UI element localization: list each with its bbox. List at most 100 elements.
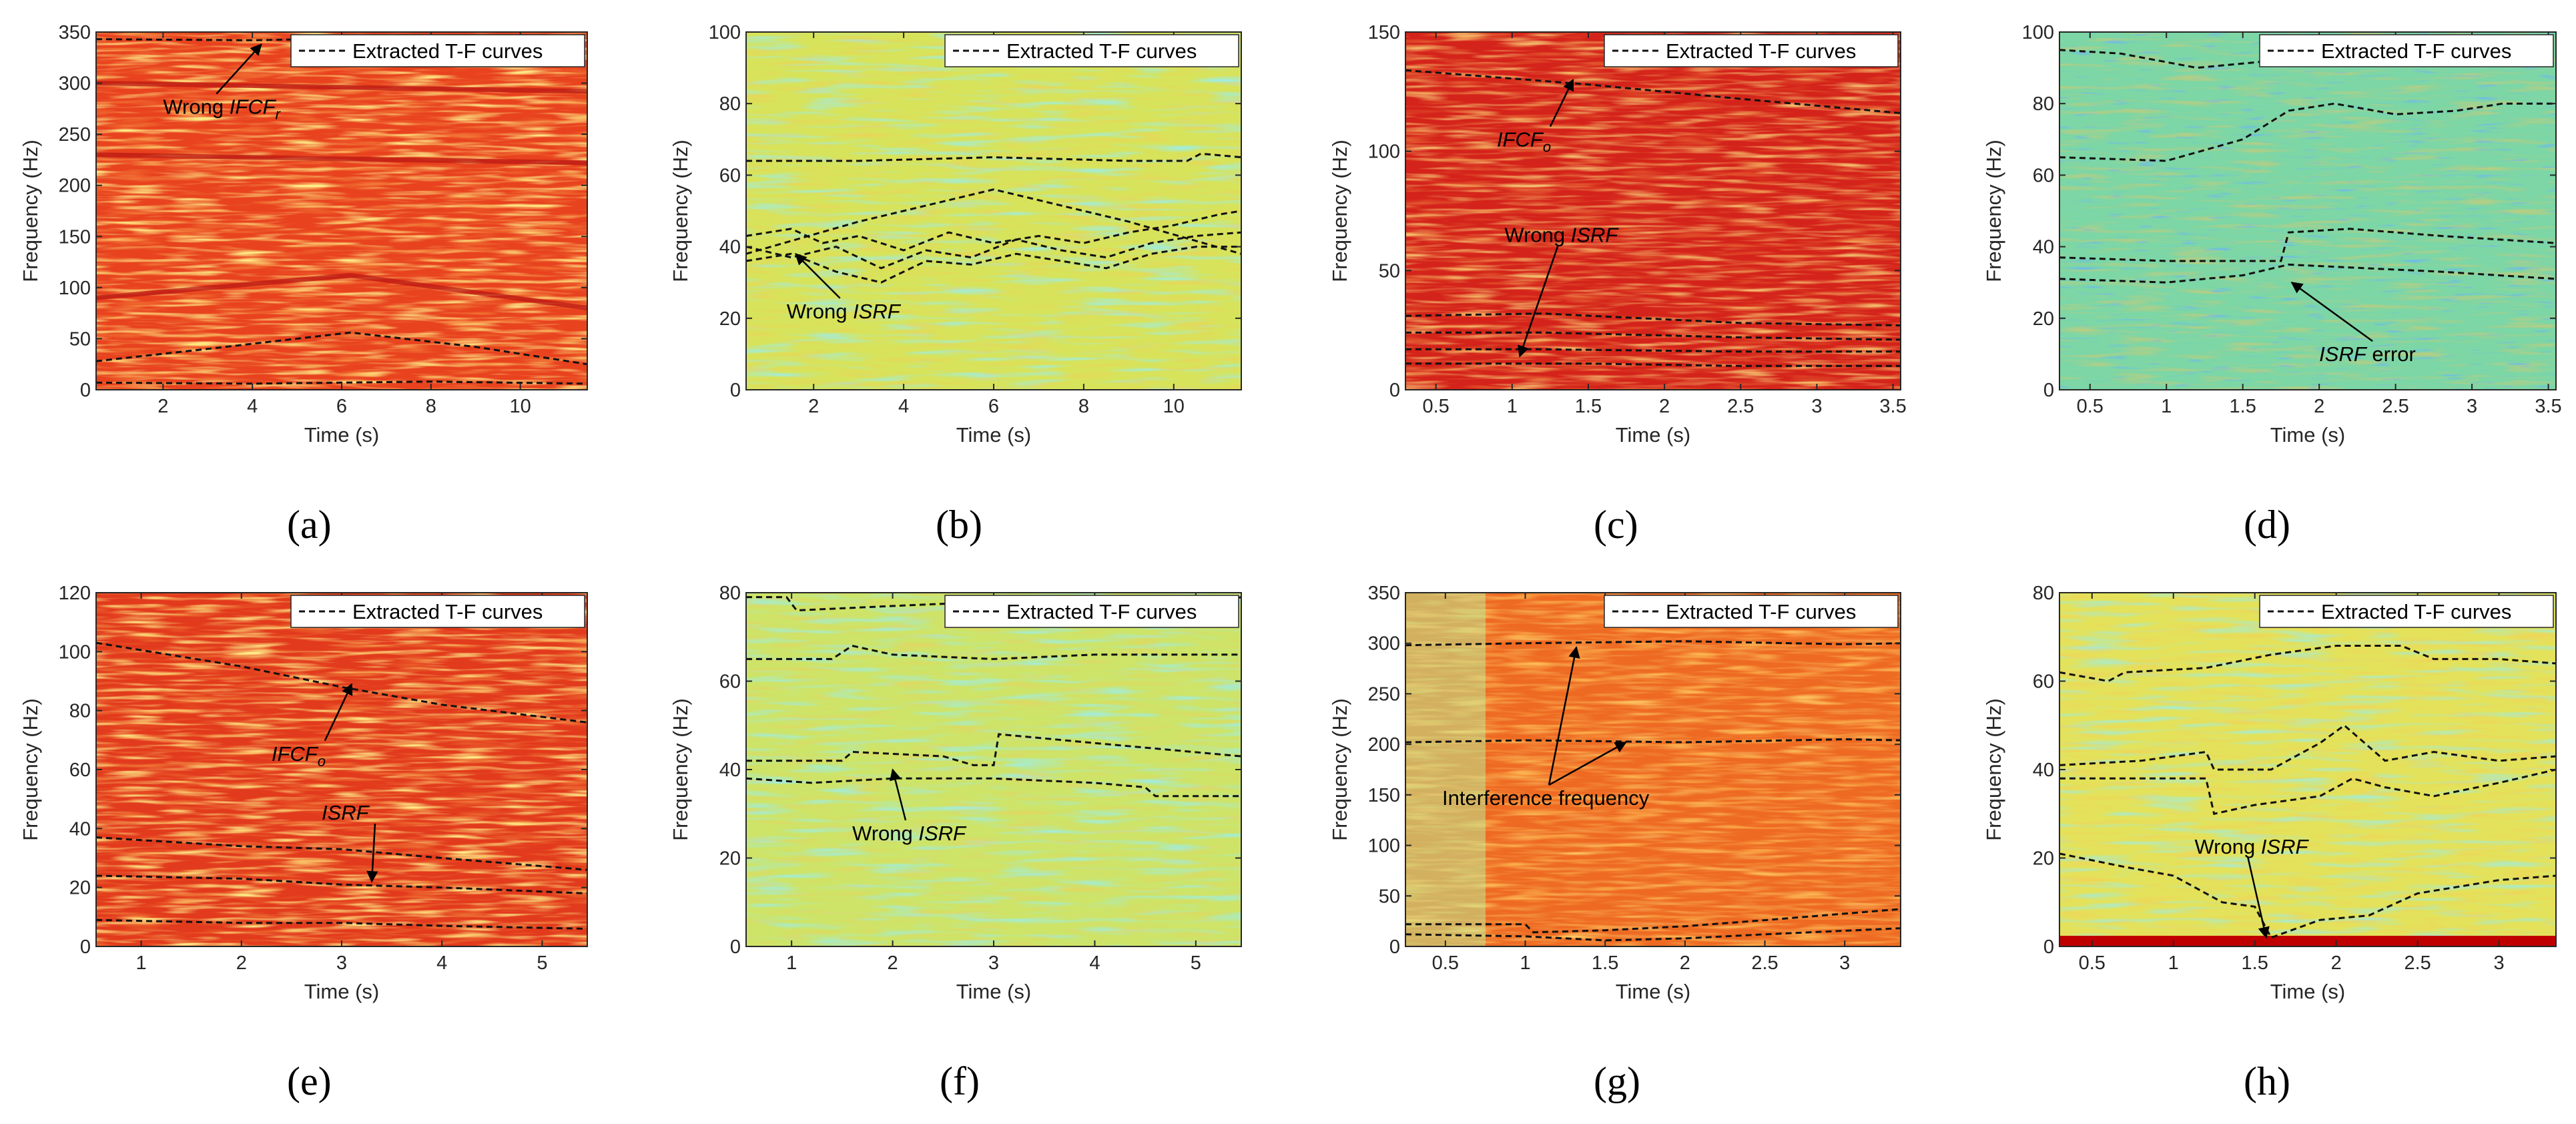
legend-label-f: Extracted T-F curves xyxy=(1006,600,1197,623)
x-tick-label-c-5: 3 xyxy=(1811,396,1822,417)
spectrogram-background-d xyxy=(2059,32,2556,390)
y-tick-label-d-2: 40 xyxy=(2033,237,2054,258)
tf-curve-c-4 xyxy=(1405,362,1901,367)
legend-label-h: Extracted T-F curves xyxy=(2321,600,2511,623)
axes-frame-c xyxy=(1405,31,1901,390)
x-tick-label-e-1: 2 xyxy=(236,952,247,974)
y-tick-label-b-5: 100 xyxy=(709,22,741,43)
x-tick-label-h-5: 3 xyxy=(2494,952,2505,974)
x-tick-label-f-3: 4 xyxy=(1089,952,1100,974)
annotation-arrow2-g-0 xyxy=(1548,742,1627,786)
y-tick-label-c-3: 150 xyxy=(1368,22,1400,43)
x-axis-label-g: Time (s) xyxy=(1616,980,1691,1003)
x-tick-label-c-6: 3.5 xyxy=(1879,396,1906,417)
x-tick-label-a-2: 6 xyxy=(336,396,347,417)
annotation-a-0: Wrong IFCFr xyxy=(163,95,281,123)
annotation-arrow-e-1 xyxy=(366,824,378,883)
ridge-a-2 xyxy=(95,152,588,166)
y-axis-label-c: Frequency (Hz) xyxy=(1328,139,1351,282)
y-tick-label-c-2: 100 xyxy=(1368,142,1400,163)
x-tick-label-d-3: 2 xyxy=(2314,396,2324,417)
y-tick-label-a-7: 350 xyxy=(59,22,91,43)
x-tick-label-e-2: 3 xyxy=(336,952,347,974)
y-axis-label-d: Frequency (Hz) xyxy=(1982,139,2005,282)
legend-label-g: Extracted T-F curves xyxy=(1666,600,1856,623)
panel-label-f: (f) xyxy=(940,1059,980,1103)
y-tick-label-b-2: 40 xyxy=(719,237,741,258)
x-tick-label-h-3: 2 xyxy=(2331,952,2342,974)
panel-label-c: (c) xyxy=(1594,503,1638,547)
axes-frame-g xyxy=(1405,592,1901,947)
y-tick-label-d-0: 0 xyxy=(2043,380,2054,401)
tf-curve-e-1 xyxy=(95,836,588,871)
y-tick-label-a-4: 200 xyxy=(59,176,91,197)
x-axis-label-a: Time (s) xyxy=(304,423,380,447)
annotation-arrow-a-0 xyxy=(216,43,262,95)
y-tick-label-a-1: 50 xyxy=(69,328,91,350)
panel-label-h: (h) xyxy=(2244,1059,2290,1103)
x-tick-label-d-5: 3 xyxy=(2467,396,2477,417)
panel-label-a: (a) xyxy=(287,503,332,547)
chart-h: 0.5 1 1.5 2 2.5 3 0 20 40 60 80 Time (s) Frequency (… xyxy=(1982,583,2557,1003)
annotation-d-0: ISRF error xyxy=(2319,342,2416,366)
x-tick-label-b-2: 6 xyxy=(988,396,999,417)
tf-curve-e-2 xyxy=(95,874,588,894)
x-tick-label-f-0: 1 xyxy=(786,952,797,974)
y-tick-label-g-1: 50 xyxy=(1379,886,1400,907)
ridge-a-0 xyxy=(95,272,588,310)
tf-curve-b-0 xyxy=(746,152,1242,162)
x-tick-label-c-2: 1.5 xyxy=(1575,396,1602,417)
annotation-c-1: Wrong ISRF xyxy=(1504,223,1619,246)
ridge-a-1 xyxy=(95,81,588,94)
x-tick-label-e-0: 1 xyxy=(136,952,147,974)
y-tick-label-f-3: 60 xyxy=(719,671,741,693)
x-tick-label-b-0: 2 xyxy=(808,396,819,417)
y-tick-label-a-6: 300 xyxy=(59,73,91,95)
tf-curve-h-0 xyxy=(2059,645,2557,683)
tf-curve-d-3 xyxy=(2059,263,2557,284)
annotation-b-0: Wrong ISRF xyxy=(787,300,902,323)
annotation-h-0: Wrong ISRF xyxy=(2194,835,2309,858)
x-axis-label-e: Time (s) xyxy=(304,980,380,1003)
spectrogram-background-b xyxy=(746,32,1241,390)
y-tick-label-e-3: 60 xyxy=(69,760,91,781)
tf-curve-b-2 xyxy=(745,210,1242,252)
y-tick-label-h-4: 80 xyxy=(2033,583,2054,604)
y-axis-label-e: Frequency (Hz) xyxy=(19,698,42,841)
y-tick-label-h-1: 20 xyxy=(2033,848,2054,870)
x-tick-label-c-0: 0.5 xyxy=(1422,396,1449,417)
x-tick-label-b-3: 8 xyxy=(1078,396,1089,417)
tf-curve-g-3 xyxy=(1405,927,1901,942)
legend-label-c: Extracted T-F curves xyxy=(1666,39,1856,63)
annotation-e-0: IFCFo xyxy=(272,742,326,770)
x-tick-label-c-4: 2.5 xyxy=(1727,396,1754,417)
legend-label-e: Extracted T-F curves xyxy=(352,600,543,623)
tf-curve-c-0 xyxy=(1405,69,1901,114)
x-tick-label-d-1: 1 xyxy=(2161,396,2172,417)
y-tick-label-e-5: 100 xyxy=(59,641,91,663)
x-tick-label-a-1: 4 xyxy=(247,396,258,417)
y-tick-label-e-2: 40 xyxy=(69,818,91,840)
tf-curve-h-1 xyxy=(2059,724,2557,771)
y-tick-label-g-7: 350 xyxy=(1368,583,1400,604)
y-tick-label-g-2: 100 xyxy=(1368,836,1400,857)
x-axis-label-h: Time (s) xyxy=(2270,980,2346,1003)
x-tick-label-f-2: 3 xyxy=(988,952,999,974)
y-tick-label-a-2: 100 xyxy=(59,278,91,299)
x-tick-label-f-4: 5 xyxy=(1191,952,1201,974)
tf-curve-b-3 xyxy=(745,231,1242,270)
x-axis-label-f: Time (s) xyxy=(956,980,1032,1003)
y-axis-label-a: Frequency (Hz) xyxy=(19,139,42,282)
tf-curve-a-1 xyxy=(95,331,588,366)
x-axis-label-d: Time (s) xyxy=(2270,423,2346,447)
spectrogram-background-g xyxy=(1405,593,1901,946)
x-tick-label-a-3: 8 xyxy=(426,396,436,417)
y-tick-label-h-0: 0 xyxy=(2043,936,2054,958)
x-tick-label-d-6: 3.5 xyxy=(2535,396,2561,417)
axes-frame-d xyxy=(2059,31,2557,390)
y-tick-label-a-0: 0 xyxy=(80,380,91,401)
x-tick-label-e-3: 4 xyxy=(436,952,447,974)
y-axis-label-f: Frequency (Hz) xyxy=(669,698,692,841)
